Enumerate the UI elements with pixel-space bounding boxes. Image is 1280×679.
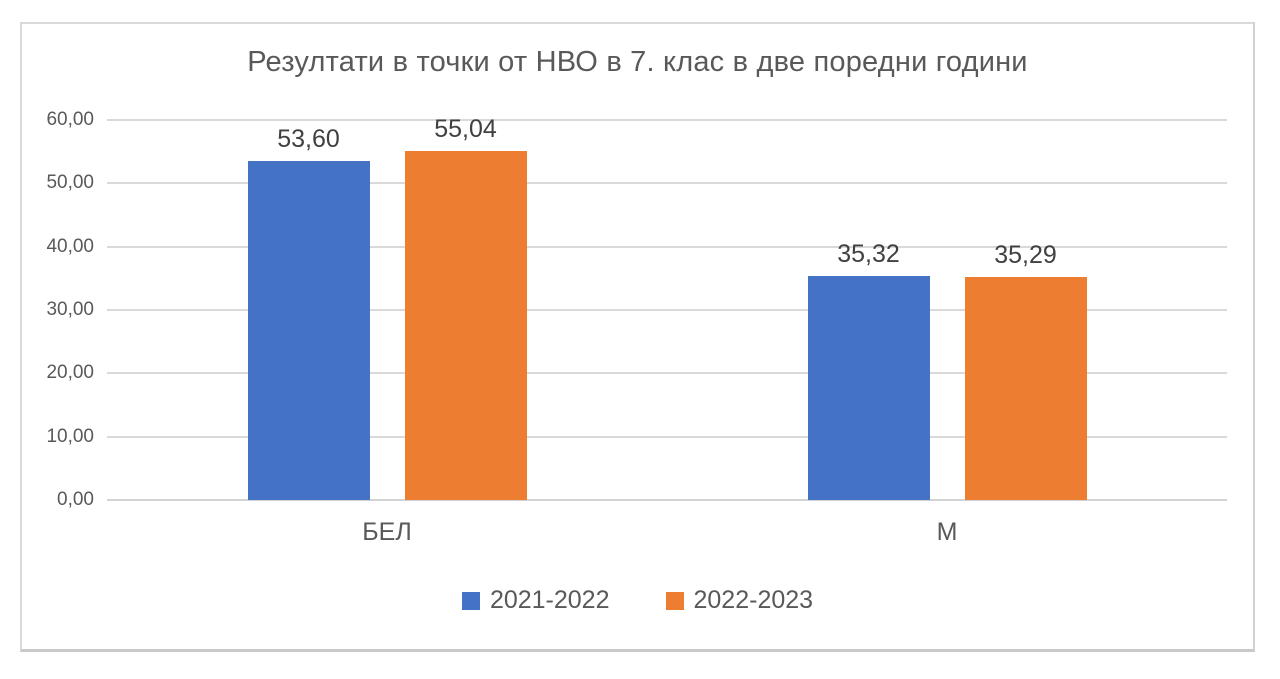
bar-2022-2023-М xyxy=(964,276,1087,500)
legend-label: 2022-2023 xyxy=(693,586,814,614)
y-axis-tick-label: 0,00 xyxy=(57,489,94,510)
bar-2021-2022-БЕЛ xyxy=(247,160,370,500)
legend-label: 2021-2022 xyxy=(489,586,610,614)
legend-swatch-2022-2023 xyxy=(665,591,684,610)
bar-2021-2022-М xyxy=(807,276,930,500)
chart-title: Резултати в точки от НВО в 7. клас в две… xyxy=(247,46,1028,78)
bar-value-label: 55,04 xyxy=(434,115,497,144)
y-axis-tick-label: 30,00 xyxy=(46,299,94,320)
gridline-20 xyxy=(107,372,1227,375)
legend-swatch-2021-2022 xyxy=(461,591,480,610)
x-axis-category-labels: БЕЛ М xyxy=(107,518,1227,547)
plot-area: 0,00 10,00 20,00 30,00 40,00 50,00 60,00 53,60 5… xyxy=(46,109,1227,510)
chart-frame: Резултати в точки от НВО в 7. клас в две… xyxy=(20,22,1255,652)
y-axis-tick-label: 60,00 xyxy=(46,109,94,130)
y-axis-tick-label: 50,00 xyxy=(46,172,94,194)
bar-value-label: 53,60 xyxy=(277,124,340,153)
gridline-40 xyxy=(107,245,1227,248)
bar-value-label: 35,29 xyxy=(994,240,1057,269)
gridline-60 xyxy=(107,119,1227,121)
x-axis-category-label: БЕЛ xyxy=(362,518,412,546)
legend-item: 2021-2022 xyxy=(461,586,610,615)
y-axis-tick-label: 20,00 xyxy=(46,362,94,384)
gridline-0 xyxy=(107,499,1227,501)
legend-item: 2022-2023 xyxy=(665,586,814,615)
bar-value-label: 35,32 xyxy=(837,240,900,269)
gridline-30 xyxy=(107,309,1227,311)
gridline-50 xyxy=(107,182,1227,185)
bar-2022-2023-БЕЛ xyxy=(404,151,527,500)
y-axis-tick-label: 10,00 xyxy=(46,425,94,447)
y-axis-tick-label: 40,00 xyxy=(46,235,94,257)
x-axis-category-label: М xyxy=(936,518,958,546)
gridline-10 xyxy=(107,435,1227,438)
legend: 2021-2022 2022-2023 xyxy=(22,586,1253,615)
